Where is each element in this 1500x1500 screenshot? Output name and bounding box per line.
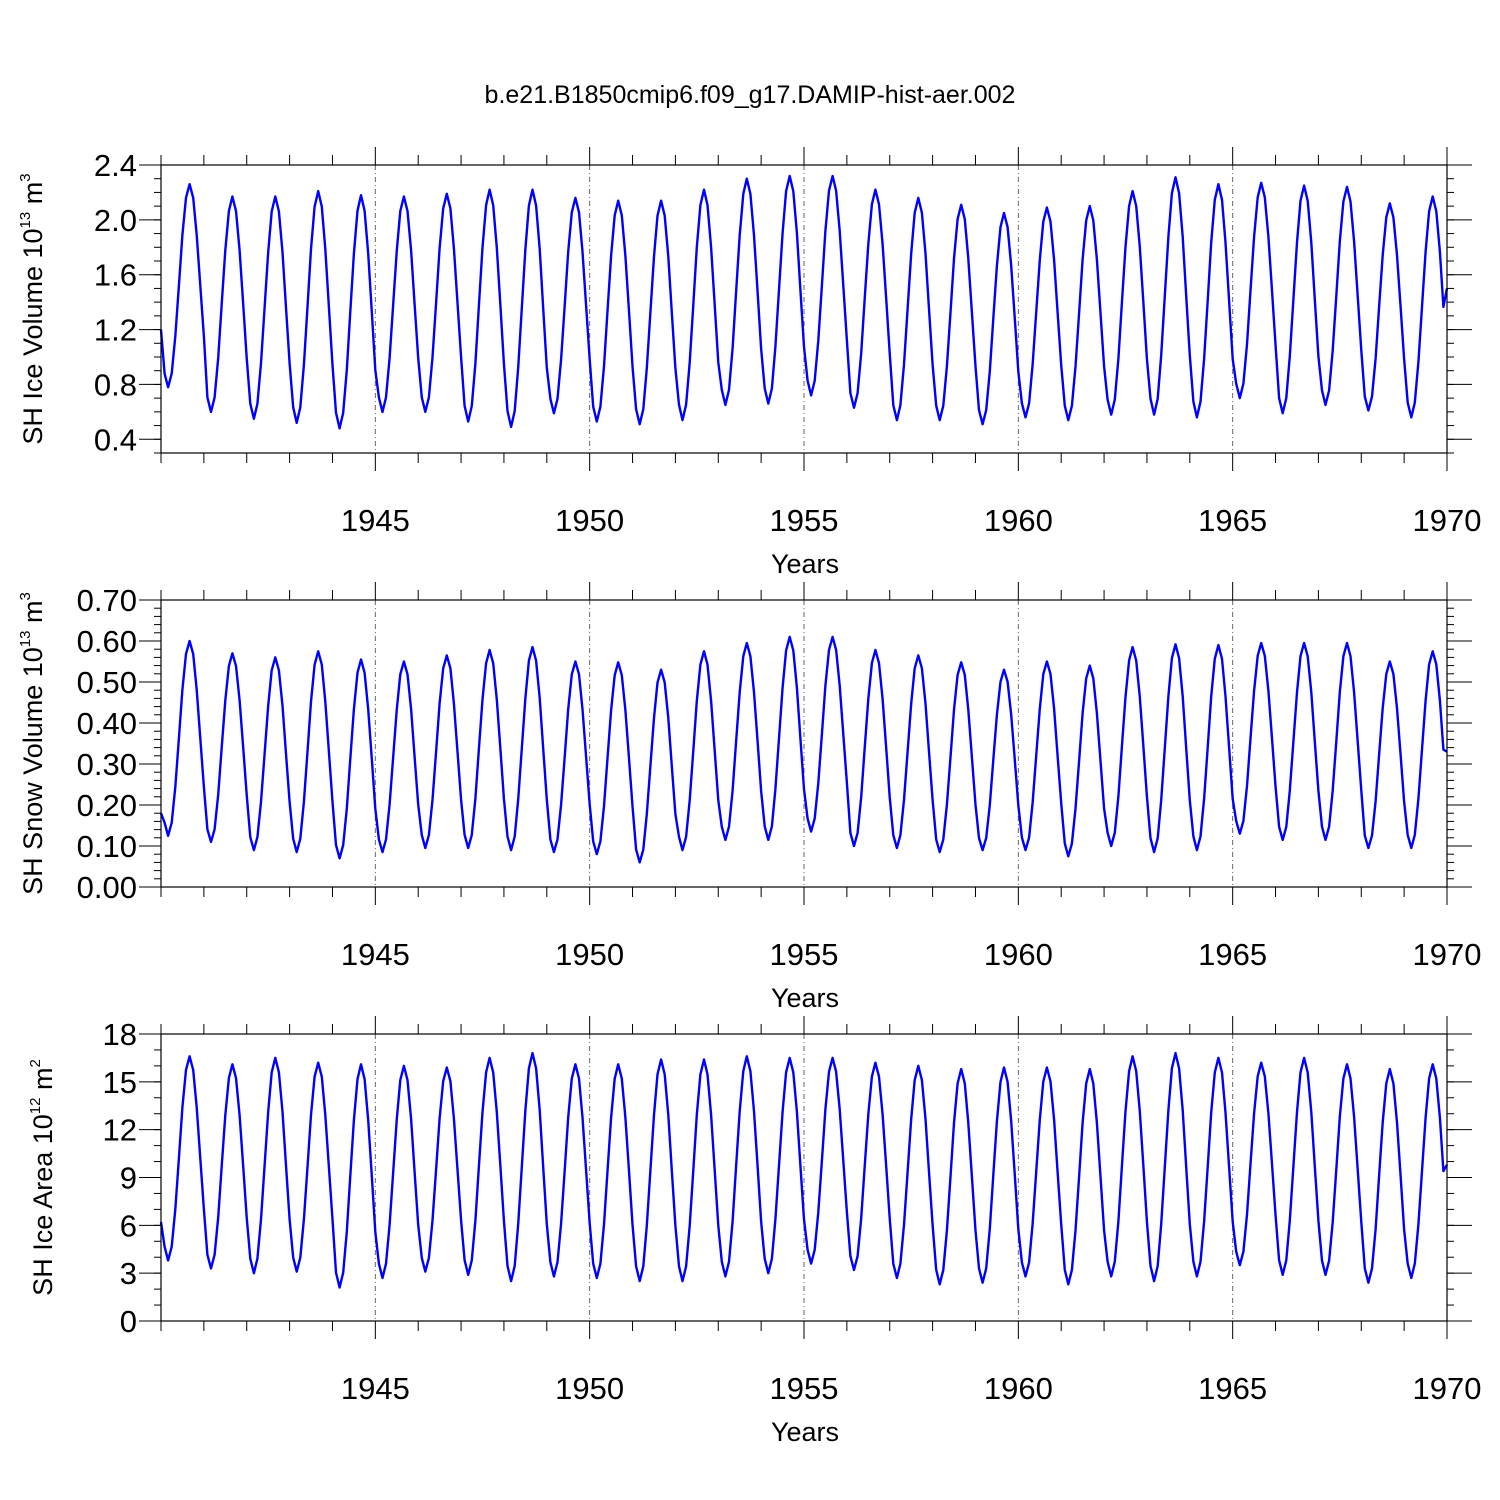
snow-volume-y-tick-label: 0.20 — [77, 788, 137, 823]
ice-volume-series-line — [159, 174, 1449, 430]
ice-volume-x-tick-label: 1970 — [1413, 503, 1482, 538]
snow-volume-y-tick-label: 0.30 — [77, 747, 137, 782]
snow-volume-x-tick-label: 1945 — [341, 937, 410, 972]
snow-volume-x-tick-label: 1970 — [1413, 937, 1482, 972]
ice-volume-y-tick-labels: 0.4 0.8 1.2 1.6 2.0 2.4 — [94, 148, 137, 457]
snow-volume-panel: 0.00 0.10 0.20 0.30 0.40 0.50 0.60 0.70 1945 195… — [17, 582, 1481, 1013]
ice-area-y-tick-label: 6 — [120, 1208, 137, 1243]
ice-volume-y-axis-title: SH Ice Volume 1013 m3 — [17, 173, 48, 444]
ice-volume-y-tick-label: 0.4 — [94, 422, 137, 457]
snow-volume-y-tick-label: 0.00 — [77, 870, 137, 905]
ice-area-x-axis-title: Years — [771, 1417, 839, 1447]
snow-volume-plot-frame — [160, 599, 1448, 888]
ice-volume-x-tick-label: 1945 — [341, 503, 410, 538]
ice-area-y-tick-label: 0 — [120, 1304, 137, 1339]
snow-volume-x-tick-label: 1950 — [555, 937, 624, 972]
ice-volume-plot-frame — [160, 164, 1448, 454]
snow-volume-dashed-gridlines — [374, 600, 1234, 887]
ice-area-y-tick-label: 3 — [120, 1256, 137, 1291]
ice-area-x-tick-label: 1965 — [1198, 1371, 1267, 1406]
ice-area-y-tick-label: 12 — [103, 1113, 137, 1148]
ice-volume-y-tick-label: 0.8 — [94, 367, 137, 402]
ice-volume-x-tick-label: 1960 — [984, 503, 1053, 538]
ice-area-y-tick-label: 15 — [103, 1065, 137, 1100]
snow-volume-y-tick-label: 0.10 — [77, 829, 137, 864]
snow-volume-major-ticks — [139, 582, 1472, 905]
ice-volume-x-tick-label: 1950 — [555, 503, 624, 538]
ice-area-plot-frame — [160, 1033, 1448, 1322]
ice-volume-x-axis-title: Years — [771, 549, 839, 579]
snow-volume-x-tick-label: 1955 — [770, 937, 839, 972]
ice-area-x-tick-label: 1970 — [1413, 1371, 1482, 1406]
snow-volume-x-tick-labels: 1945 1950 1955 1960 1965 1970 — [341, 937, 1482, 972]
ice-area-x-tick-labels: 1945 1950 1955 1960 1965 1970 — [341, 1371, 1482, 1406]
ice-area-x-tick-label: 1950 — [555, 1371, 624, 1406]
snow-volume-x-axis-title: Years — [771, 983, 839, 1013]
ice-area-x-tick-label: 1960 — [984, 1371, 1053, 1406]
snow-volume-y-tick-label: 0.60 — [77, 624, 137, 659]
ice-volume-y-tick-label: 2.4 — [94, 148, 137, 183]
ice-area-series-line — [159, 1051, 1449, 1289]
ice-area-major-ticks — [139, 1016, 1472, 1339]
ice-volume-dashed-gridlines — [374, 165, 1234, 453]
ice-area-y-tick-label: 9 — [120, 1161, 137, 1196]
ice-volume-y-tick-label: 1.6 — [94, 258, 137, 293]
ice-area-x-tick-label: 1955 — [770, 1371, 839, 1406]
ice-area-y-tick-labels: 0 3 6 9 12 15 18 — [103, 1017, 137, 1339]
ice-volume-major-ticks — [139, 147, 1472, 471]
snow-volume-x-tick-label: 1965 — [1198, 937, 1267, 972]
figure-title: b.e21.B1850cmip6.f09_g17.DAMIP-hist-aer.… — [485, 81, 1016, 109]
ice-area-x-tick-label: 1945 — [341, 1371, 410, 1406]
ice-volume-panel: 0.40.81.21.62.02.4 1945 1950 1955 1960 1965 1… — [17, 147, 1481, 579]
ice-volume-y-tick-label: 1.2 — [94, 313, 137, 348]
ice-volume-x-tick-labels: 1945 1950 1955 1960 1965 1970 — [341, 503, 1482, 538]
ice-volume-x-tick-label: 1965 — [1198, 503, 1267, 538]
snow-volume-y-tick-label: 0.50 — [77, 665, 137, 700]
snow-volume-y-axis-title: SH Snow Volume 1013 m3 — [17, 592, 48, 895]
ice-area-panel: 0 3 6 9 12 15 18 1945 1950 1955 1960 1965 1970 Year… — [27, 1016, 1481, 1447]
snow-volume-y-tick-label: 0.40 — [77, 706, 137, 741]
snow-volume-y-tick-labels: 0.00 0.10 0.20 0.30 0.40 0.50 0.60 0.70 — [77, 583, 137, 905]
snow-volume-x-tick-label: 1960 — [984, 937, 1053, 972]
snow-volume-series-line — [159, 635, 1448, 864]
ice-area-y-axis-title: SH Ice Area 1012 m2 — [27, 1059, 58, 1296]
ice-volume-x-tick-label: 1955 — [770, 503, 839, 538]
ice-area-dashed-gridlines — [374, 1034, 1234, 1321]
snow-volume-y-tick-label: 0.70 — [77, 583, 137, 618]
ice-volume-y-tick-label: 2.0 — [94, 203, 137, 238]
ice-area-y-tick-label: 18 — [103, 1017, 137, 1052]
